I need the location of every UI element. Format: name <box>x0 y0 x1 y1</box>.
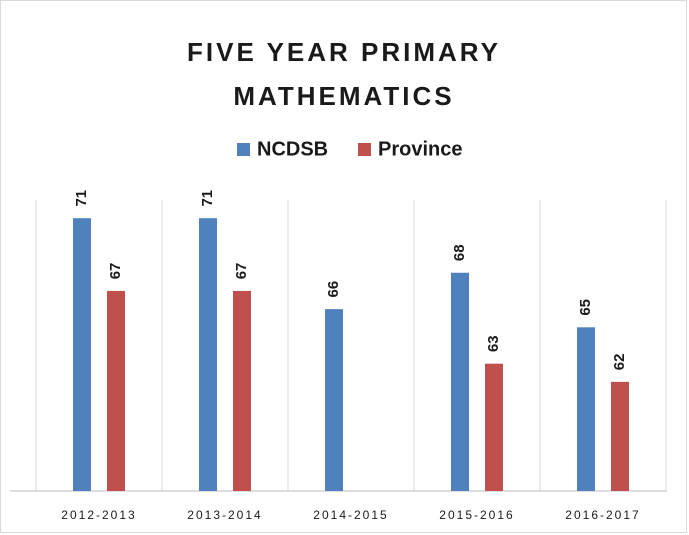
bar <box>485 363 503 491</box>
data-label: 66 <box>325 281 342 298</box>
data-label: 71 <box>199 190 216 207</box>
legend-swatch <box>358 143 371 156</box>
data-label: 63 <box>485 335 502 352</box>
data-label: 67 <box>107 263 124 280</box>
bar <box>73 218 91 491</box>
legend-label: NCDSB <box>257 138 328 160</box>
x-tick-label: 2012-2013 <box>61 508 136 522</box>
bar <box>577 327 595 491</box>
bar <box>233 290 251 491</box>
x-tick-label: 2015-2016 <box>439 508 514 522</box>
data-label: 65 <box>577 299 594 316</box>
bar <box>199 218 217 491</box>
data-label: 67 <box>233 263 250 280</box>
bar <box>325 309 343 491</box>
bar <box>107 290 125 491</box>
bar <box>451 272 469 491</box>
x-tick-label: 2013-2014 <box>187 508 262 522</box>
data-label: 62 <box>611 354 628 371</box>
x-tick-label: 2014-2015 <box>313 508 388 522</box>
data-label: 68 <box>451 244 468 261</box>
bar <box>611 381 629 491</box>
legend-label: Province <box>378 138 462 160</box>
x-tick-label: 2016-2017 <box>565 508 640 522</box>
legend-swatch <box>237 143 250 156</box>
data-label: 71 <box>73 190 90 207</box>
chart-title: FIVE YEAR PRIMARY MATHEMATICS <box>187 37 501 111</box>
